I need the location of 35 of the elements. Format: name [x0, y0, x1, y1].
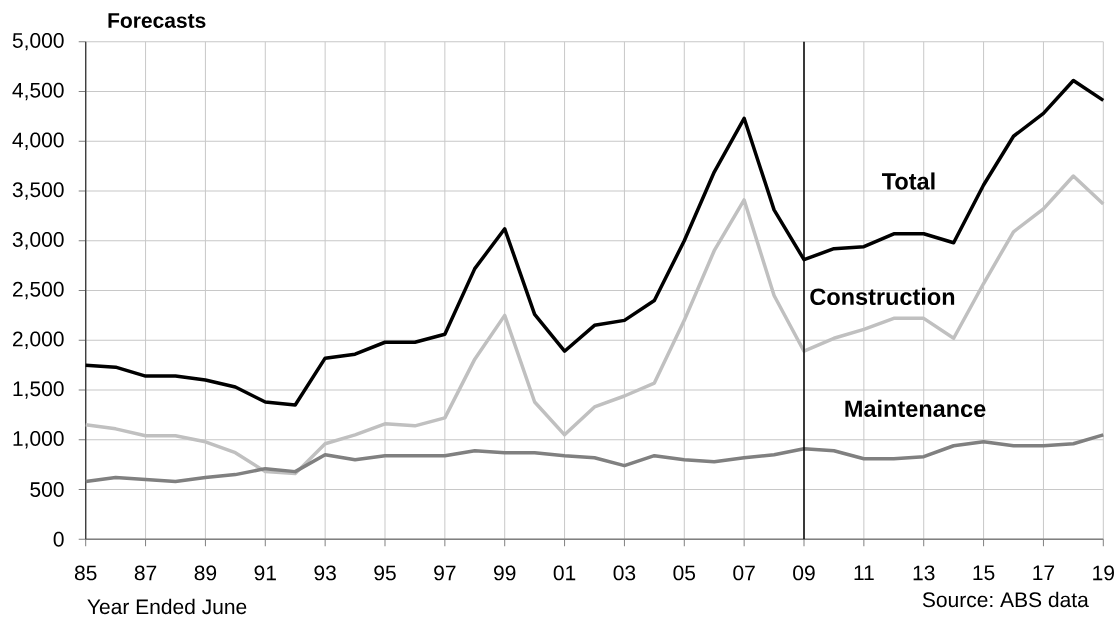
x-tick-label: 89	[194, 565, 217, 581]
x-tick-label: 01	[553, 565, 576, 581]
x-tick-label: 13	[913, 565, 935, 581]
y-tick-label: 0	[53, 531, 64, 547]
y-tick-label: 2,500	[13, 281, 64, 300]
x-tick-label: 17	[1033, 565, 1055, 580]
x-tick-label: 19	[1093, 565, 1114, 581]
x-axis-title: Year Ended June	[87, 598, 247, 615]
y-tick-label: 5,000	[12, 33, 64, 51]
y-axis-title: Forecasts	[108, 13, 206, 28]
y-tick-label: 1,000	[13, 431, 64, 449]
x-tick-label: 15	[973, 565, 995, 581]
x-tick-label: 97	[434, 565, 456, 581]
y-tick-label: 2,000	[13, 331, 64, 349]
x-tick-label: 95	[374, 565, 396, 581]
y-tick-label: 3,000	[12, 232, 64, 250]
y-tick-label: 4,000	[12, 132, 64, 150]
x-tick-label: 05	[673, 565, 696, 581]
x-tick-label: 09	[793, 565, 815, 581]
x-tick-label: 07	[733, 565, 755, 581]
y-tick-label: 500	[30, 482, 64, 497]
source-note: Source: ABS data	[922, 591, 1089, 608]
x-tick-label: 91	[254, 565, 276, 581]
x-tick-label: 85	[74, 565, 97, 581]
series-label: Maintenance	[845, 399, 986, 418]
x-tick-label: 11	[854, 565, 874, 580]
y-tick-label: 1,500	[13, 381, 64, 399]
y-tick-label: 3,500	[12, 182, 64, 200]
x-tick-label: 93	[314, 565, 336, 581]
series-label: Total	[882, 172, 935, 190]
x-tick-label: 03	[613, 565, 636, 581]
series-label: Construction	[810, 287, 955, 306]
x-tick-label: 87	[134, 565, 157, 581]
x-tick-label: 99	[494, 565, 516, 581]
y-tick-label: 4,500	[12, 82, 64, 101]
